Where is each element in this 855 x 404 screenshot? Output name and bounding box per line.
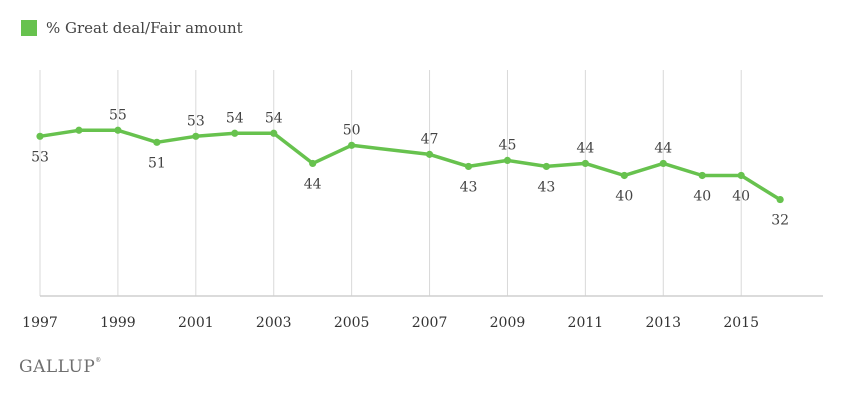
data-label-2002: 54 [226, 110, 244, 126]
data-label-2004: 44 [304, 176, 322, 192]
data-point-1997 [36, 132, 44, 140]
data-point-2007 [425, 150, 434, 158]
data-point-2004 [309, 159, 317, 168]
x-tick-label-2015: 2015 [723, 315, 759, 331]
chart-legend: % Great deal/Fair amount [21, 18, 243, 38]
x-tick-label-1999: 1999 [100, 315, 136, 331]
x-tick-label-2003: 2003 [256, 315, 292, 331]
data-label-2013: 44 [654, 140, 672, 156]
data-label-2007: 47 [421, 131, 439, 147]
data-label-2010: 43 [538, 179, 556, 195]
data-point-2002 [231, 129, 239, 137]
data-label-2015: 40 [732, 188, 750, 204]
legend-swatch [21, 20, 37, 36]
data-point-1999 [114, 126, 122, 134]
data-label-2003: 54 [265, 110, 283, 126]
data-label-2014: 40 [693, 188, 711, 204]
data-label-2005: 50 [343, 122, 361, 138]
data-point-2009 [503, 156, 512, 164]
x-tick-label-2005: 2005 [334, 315, 370, 331]
data-label-2008: 43 [460, 179, 478, 195]
data-point-2005 [348, 141, 356, 149]
data-label-2011: 44 [576, 140, 594, 156]
data-point-2010 [542, 162, 551, 171]
data-point-2014 [698, 171, 706, 180]
data-point-2011 [581, 159, 589, 168]
data-point-2003 [270, 129, 278, 137]
data-point-1998 [75, 126, 83, 134]
data-label-2000: 51 [148, 155, 166, 171]
data-point-2000 [153, 138, 161, 146]
data-label-2009: 45 [499, 137, 517, 153]
x-tick-label-1997: 1997 [22, 315, 58, 331]
x-tick-label-2001: 2001 [178, 315, 214, 331]
legend-label: % Great deal/Fair amount [46, 19, 243, 37]
x-tick-label-2011: 2011 [568, 315, 604, 331]
data-point-2001 [192, 132, 200, 140]
data-point-2016 [776, 195, 784, 204]
data-label-1999: 55 [109, 107, 127, 123]
data-point-2015 [737, 171, 745, 180]
x-tick-label-2013: 2013 [645, 315, 681, 331]
data-label-1997: 53 [31, 149, 49, 165]
data-label-2001: 53 [187, 113, 205, 129]
data-label-2012: 40 [615, 188, 633, 204]
data-point-2012 [620, 171, 628, 180]
gallup-logo: GALLUP® [19, 357, 102, 377]
x-tick-label-2009: 2009 [490, 315, 526, 331]
data-point-2013 [659, 159, 667, 168]
x-tick-label-2007: 2007 [412, 315, 448, 331]
data-label-2016: 32 [771, 213, 789, 229]
data-point-2008 [464, 162, 473, 171]
